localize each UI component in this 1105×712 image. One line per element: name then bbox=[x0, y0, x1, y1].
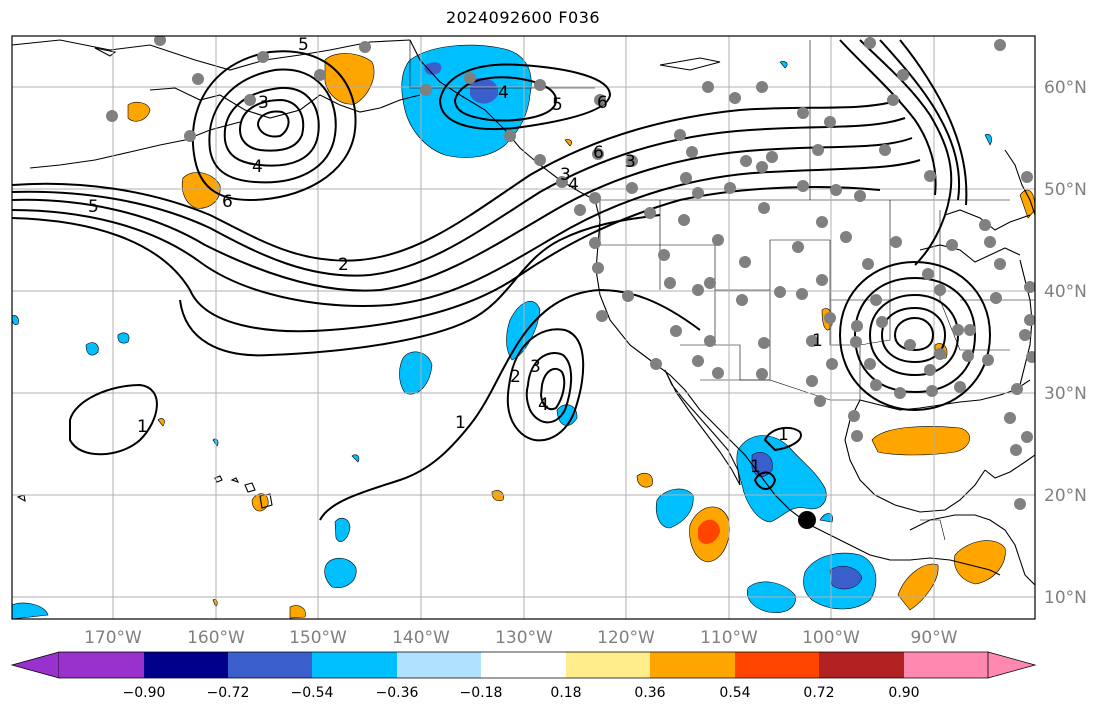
lat-label-10n: 10°N bbox=[1044, 588, 1087, 608]
station-markers bbox=[106, 36, 1035, 510]
lon-label-120w: 120°W bbox=[597, 628, 655, 648]
colorbar-extend-max bbox=[987, 651, 1037, 679]
colorbar-tick-label: −0.54 bbox=[291, 685, 334, 701]
negative-anomaly-gulf-alaska-core2 bbox=[470, 78, 499, 104]
map-title: 2024092600 F036 bbox=[445, 8, 601, 27]
contour-label: 4 bbox=[538, 395, 549, 415]
contour-label: 1 bbox=[778, 425, 789, 445]
contour-label: 2 bbox=[338, 255, 349, 275]
colorbar-tick-label: 0.72 bbox=[803, 685, 834, 701]
colorbar-segment bbox=[819, 652, 904, 678]
lon-label-100w: 100°W bbox=[802, 628, 860, 648]
contour-label: 6 bbox=[222, 192, 233, 212]
colorbar-segment bbox=[397, 652, 481, 678]
contour-label: 3 bbox=[258, 93, 269, 113]
colorbar-tick-label: 0.36 bbox=[634, 685, 665, 701]
colorbar-segment bbox=[566, 652, 650, 678]
contour-label: 4 bbox=[568, 175, 579, 195]
positive-anomaly-gulf-mexico bbox=[871, 426, 970, 456]
lat-label-60n: 60°N bbox=[1044, 78, 1087, 98]
colorbar-segment bbox=[59, 652, 144, 678]
negative-anomaly-pacific-2 bbox=[399, 351, 433, 395]
colorbar-segment bbox=[228, 652, 312, 678]
colorbar-segment bbox=[481, 652, 566, 678]
colorbar: −0.90 −0.72 −0.54 −0.36 −0.18 0.18 0.36 … bbox=[10, 651, 1037, 701]
colorbar-segment bbox=[144, 652, 228, 678]
colorbar-tick-label: −0.90 bbox=[123, 685, 166, 701]
latitude-labels: 60°N 50°N 40°N 30°N 20°N 10°N bbox=[1044, 78, 1087, 608]
lon-label-160w: 160°W bbox=[187, 628, 245, 648]
contour-label: 3 bbox=[625, 152, 636, 172]
contour-label: 4 bbox=[498, 83, 509, 103]
contour-label: 3 bbox=[530, 357, 541, 377]
map-frame bbox=[11, 35, 1036, 620]
colorbar-tick-label: 0.54 bbox=[719, 685, 750, 701]
contour-label: 5 bbox=[88, 197, 99, 217]
graticule bbox=[12, 36, 1035, 619]
storm-position-marker bbox=[798, 511, 816, 529]
negative-anomaly-gulf-alaska-core bbox=[424, 62, 442, 75]
contour-label: 5 bbox=[298, 35, 309, 55]
lon-label-130w: 130°W bbox=[495, 628, 553, 648]
longitude-labels: 170°W 160°W 150°W 140°W 130°W 120°W 110°… bbox=[84, 628, 958, 648]
contour-lines bbox=[12, 39, 992, 521]
lon-label-140w: 140°W bbox=[392, 628, 450, 648]
lat-label-20n: 20°N bbox=[1044, 486, 1087, 506]
contour-label: 6 bbox=[597, 93, 608, 113]
lat-label-40n: 40°N bbox=[1044, 282, 1087, 302]
colorbar-extend-min bbox=[10, 651, 60, 679]
contour-label: 2 bbox=[510, 367, 521, 387]
colorbar-segment bbox=[904, 652, 988, 678]
lat-label-30n: 30°N bbox=[1044, 384, 1087, 404]
contour-label: 1 bbox=[455, 413, 466, 433]
coastlines bbox=[12, 39, 1035, 586]
colorbar-segment bbox=[312, 652, 397, 678]
colorbar-tick-label: 0.90 bbox=[888, 685, 919, 701]
contour-label: 6 bbox=[593, 143, 604, 163]
colorbar-tick-label: −0.36 bbox=[376, 685, 419, 701]
contour-label: 1 bbox=[137, 417, 148, 437]
contour-label: 4 bbox=[252, 157, 263, 177]
contour-label: 1 bbox=[812, 331, 823, 351]
lon-label-170w: 170°W bbox=[84, 628, 142, 648]
colorbar-tick-label: −0.72 bbox=[207, 685, 250, 701]
contour-label: 5 bbox=[552, 95, 563, 115]
lon-label-90w: 90°W bbox=[911, 628, 958, 648]
colorbar-tick-label: −0.18 bbox=[460, 685, 503, 701]
positive-anomaly-aleutian bbox=[181, 172, 221, 209]
lon-label-110w: 110°W bbox=[700, 628, 758, 648]
contour-labels: 5 3 4 6 5 4 5 6 6 3 2 1 1 2 3 4 1 1 3 4 … bbox=[88, 35, 823, 477]
lon-label-150w: 150°W bbox=[289, 628, 347, 648]
colorbar-tick-label: 0.18 bbox=[550, 685, 581, 701]
colorbar-segment bbox=[650, 652, 735, 678]
colorbar-segment bbox=[735, 652, 819, 678]
contour-label: 1 bbox=[750, 457, 761, 477]
lat-label-50n: 50°N bbox=[1044, 180, 1087, 200]
contour-label: 3 bbox=[560, 165, 571, 185]
